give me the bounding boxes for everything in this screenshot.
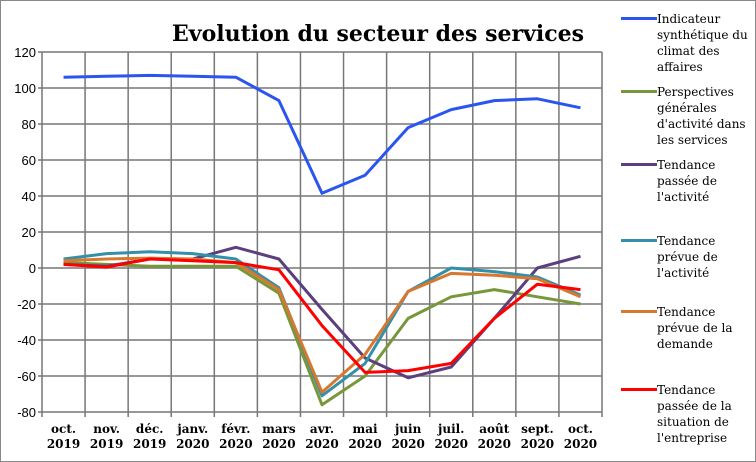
x-tick-label: 2020	[262, 437, 295, 451]
series-line	[63, 261, 581, 407]
legend-swatch	[621, 310, 657, 313]
x-tick-label: 2019	[47, 437, 80, 451]
y-tick-label: 100	[14, 81, 36, 96]
x-tick-label: oct.	[568, 422, 593, 436]
series-line	[63, 73, 581, 195]
legend-swatch	[621, 388, 657, 391]
y-tick-label: -80	[17, 405, 36, 420]
x-tick-label: mars	[262, 422, 296, 436]
chart-title: Evolution du secteur des services	[172, 21, 584, 47]
x-tick-label: 2020	[435, 437, 468, 451]
y-tick-label: -60	[17, 369, 36, 384]
x-tick-label: 2020	[348, 437, 381, 451]
y-tick-label: -20	[17, 297, 36, 312]
x-tick-label: avr.	[310, 422, 334, 436]
y-tick-label: -40	[17, 333, 36, 348]
x-tick-label: juil.	[437, 422, 464, 436]
x-tick-label: 2020	[564, 437, 597, 451]
legend-swatch	[621, 239, 657, 242]
x-tick-label: nov.	[93, 422, 120, 436]
x-tick-label: 2020	[219, 437, 252, 451]
legend-label: Tendance passée de l'activité	[657, 158, 717, 204]
legend-label: Indicateur synthétique du climat des aff…	[657, 12, 748, 74]
x-tick-label: juin	[394, 422, 422, 436]
x-tick-label: 2020	[305, 437, 338, 451]
legend-swatch	[621, 90, 657, 93]
x-tick-label: août	[479, 422, 510, 436]
x-tick-label: févr.	[221, 422, 250, 436]
x-tick-label: 2020	[391, 437, 424, 451]
y-tick-label: 80	[22, 117, 36, 132]
y-tick-label: 0	[29, 261, 36, 276]
x-tick-label: 2020	[521, 437, 554, 451]
x-tick-label: 2020	[176, 437, 209, 451]
x-tick-label: sept.	[521, 422, 554, 436]
y-tick-label: 40	[22, 189, 36, 204]
x-tick-label: mai	[353, 422, 378, 436]
x-tick-label: janv.	[176, 422, 208, 436]
legend-label: Tendance prévue de l'activité	[657, 234, 718, 280]
y-tick-label: 20	[22, 225, 36, 240]
x-tick-label: déc.	[136, 422, 164, 436]
y-tick-label: 60	[22, 153, 36, 168]
legend-label: Perspectives générales d'activité dans l…	[657, 85, 746, 147]
y-tick-label: 120	[14, 45, 36, 60]
legend-label: Tendance prévue de la demande	[657, 305, 733, 351]
legend-label: Tendance passée de la situation de l'ent…	[657, 383, 732, 445]
x-tick-label: 2019	[90, 437, 123, 451]
x-tick-label: oct.	[51, 422, 76, 436]
legend-swatch	[621, 163, 657, 166]
x-tick-label: 2020	[478, 437, 511, 451]
x-tick-label: 2019	[133, 437, 166, 451]
legend-swatch	[621, 17, 657, 20]
